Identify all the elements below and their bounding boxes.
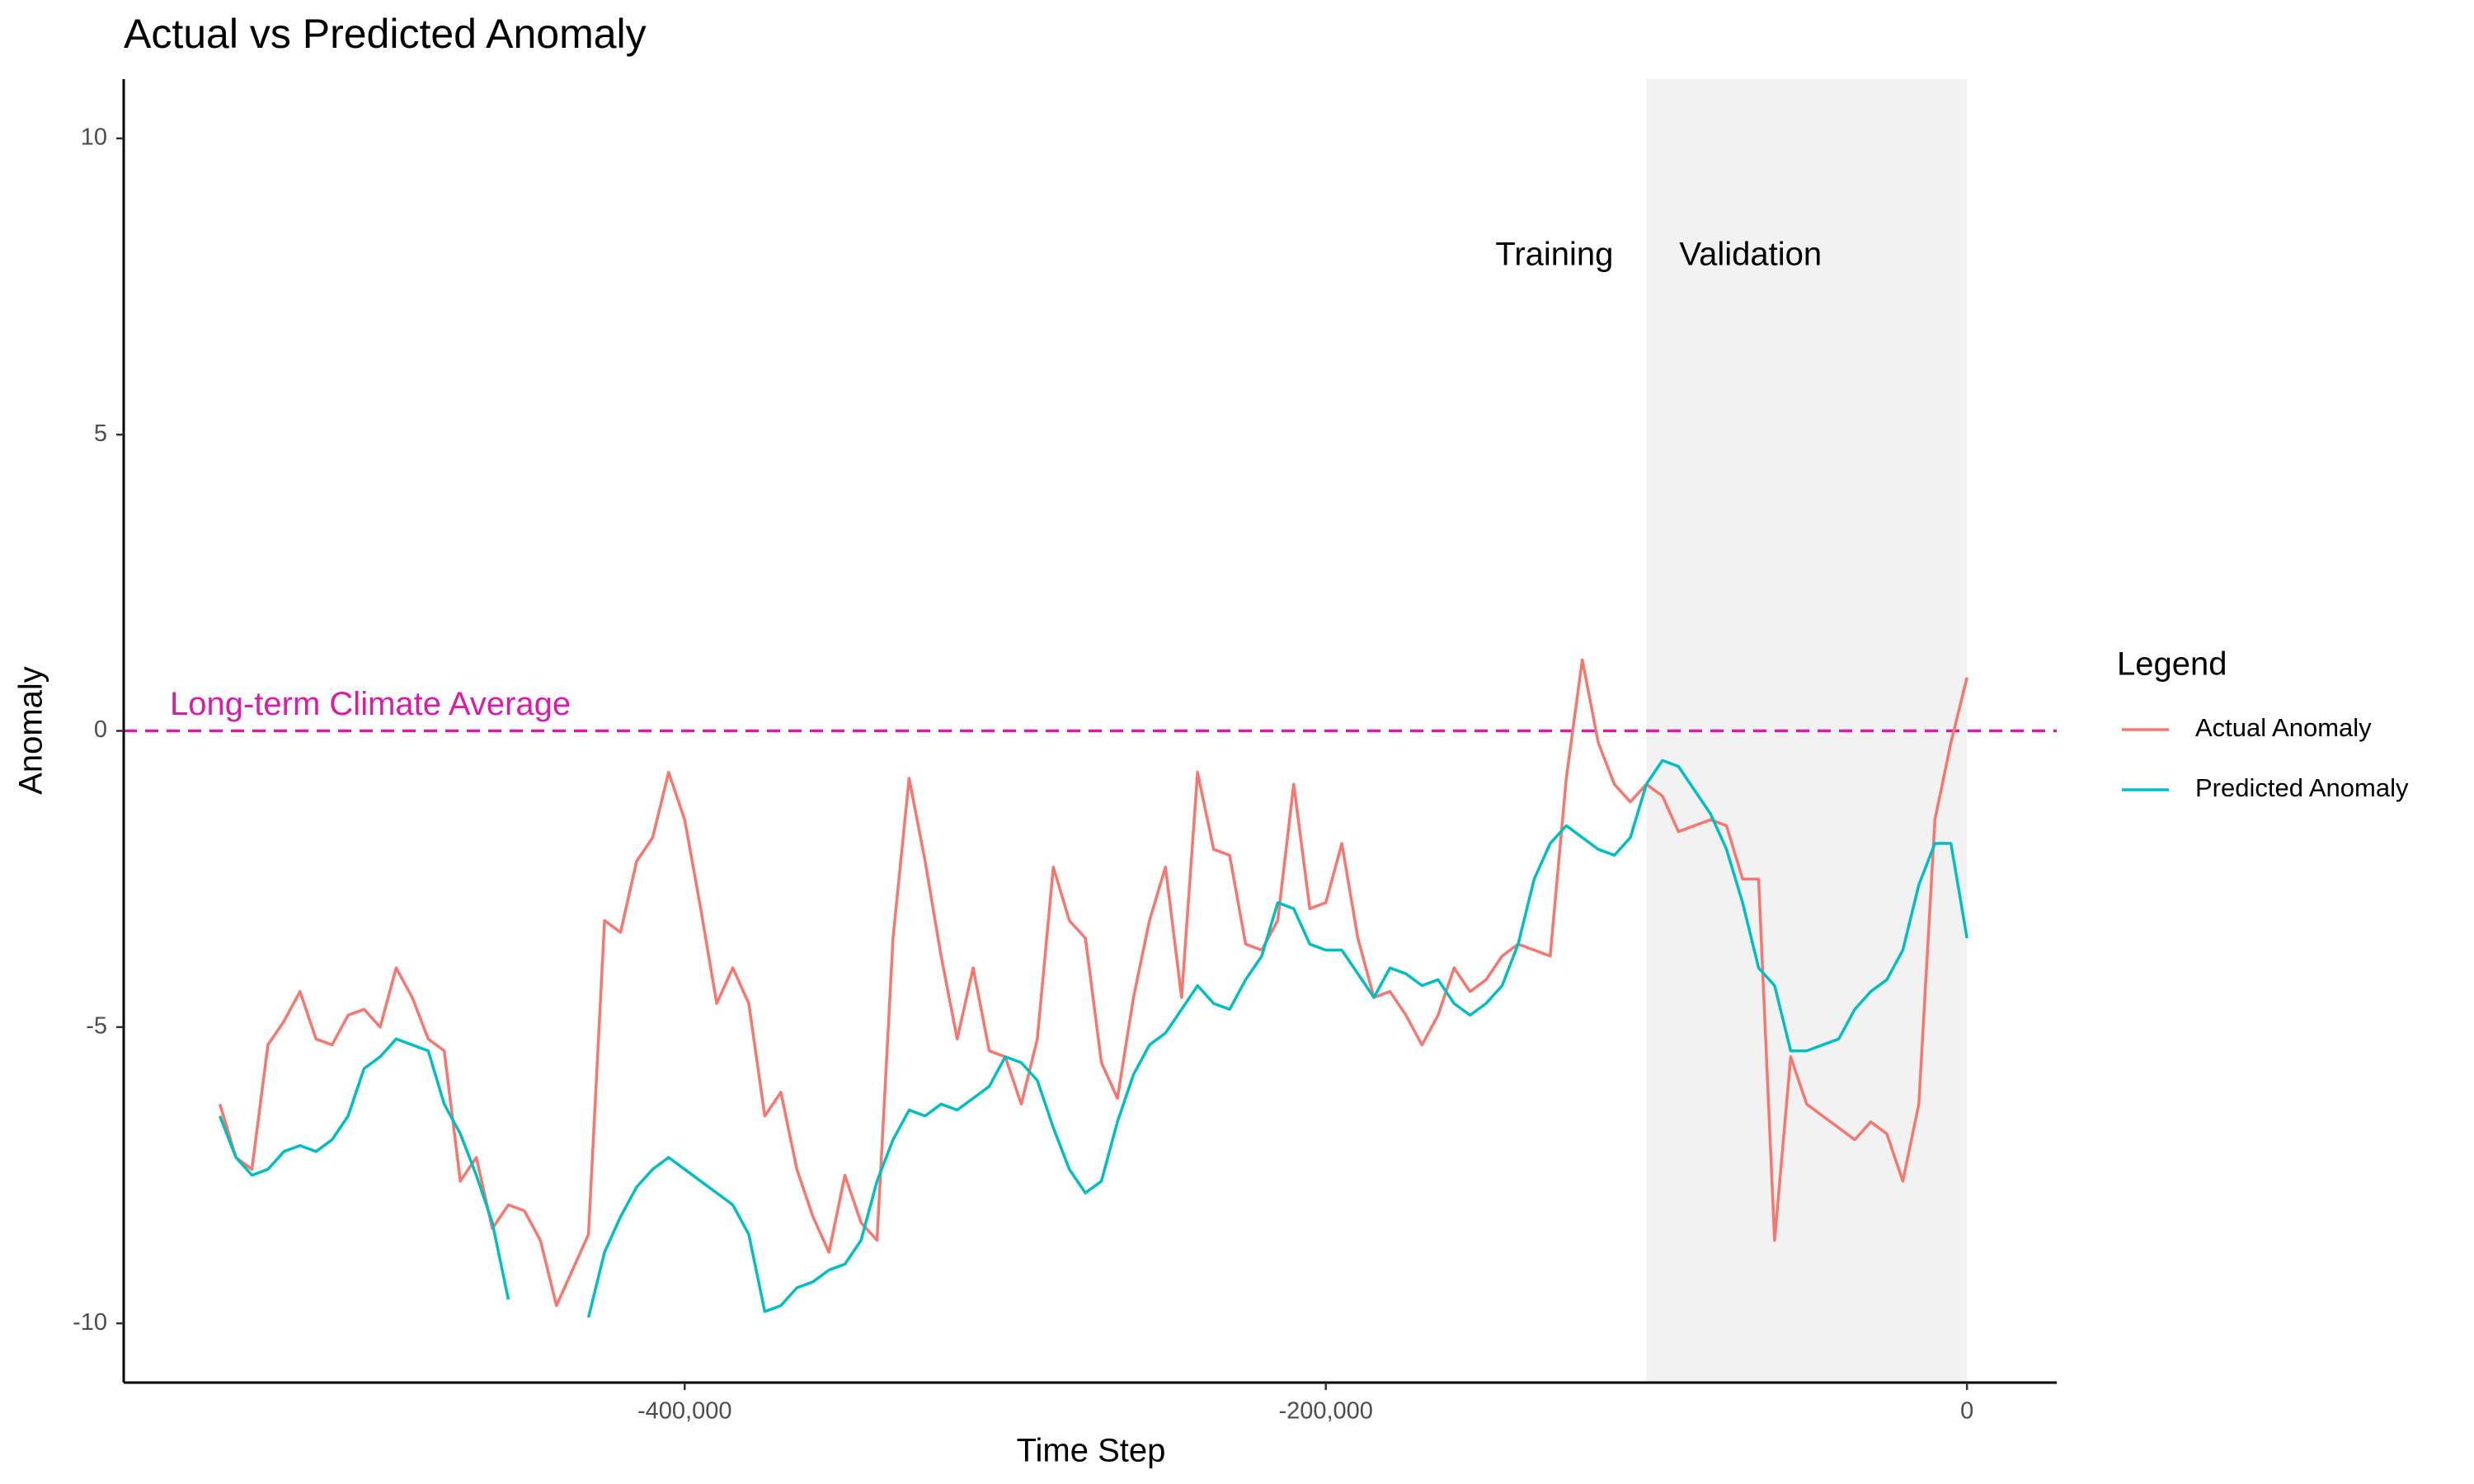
legend-title: Legend — [2117, 646, 2227, 683]
y-tick-label: 5 — [94, 420, 107, 447]
legend-label: Actual Anomaly — [2195, 713, 2372, 742]
y-tick-label: 10 — [81, 124, 107, 151]
y-axis-title: Anomaly — [13, 666, 49, 795]
x-tick-label: -400,000 — [637, 1398, 732, 1425]
x-axis-title: Time Step — [1017, 1433, 1166, 1469]
chart-title: Actual vs Predicted Anomaly — [124, 11, 647, 57]
reference-label: Long-term Climate Average — [170, 686, 571, 722]
series-line — [218, 658, 1968, 1308]
y-tick-label: -5 — [86, 1012, 107, 1039]
x-tick-label: 0 — [1960, 1398, 1973, 1425]
y-tick-label: -10 — [73, 1309, 107, 1336]
region-label: Training — [1495, 237, 1613, 273]
legend-label: Predicted Anomaly — [2195, 773, 2409, 802]
series-line — [218, 758, 1968, 1318]
region-label: Validation — [1679, 237, 1822, 273]
y-tick-label: 0 — [94, 716, 107, 743]
x-tick-label: -200,000 — [1278, 1398, 1373, 1425]
